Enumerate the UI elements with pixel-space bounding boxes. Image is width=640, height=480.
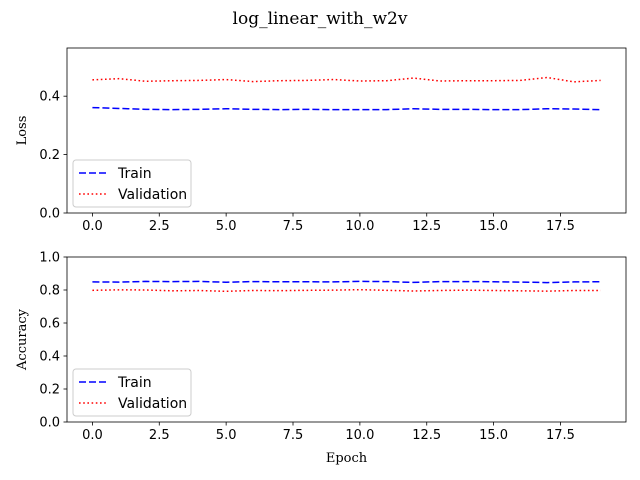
- accuracy-y-tick-label: 0.6: [39, 317, 60, 332]
- accuracy-x-axis-title: Epoch: [326, 451, 368, 466]
- loss-x-tick-label: 7.5: [283, 219, 304, 234]
- loss-x-tick-label: 15.0: [479, 219, 508, 234]
- accuracy-x-tick-label: 5.0: [216, 428, 237, 443]
- loss-y-tick-label: 0.2: [39, 148, 60, 163]
- loss-y-axis-title: Loss: [15, 116, 30, 146]
- loss-series-train-line: [92, 106, 601, 111]
- loss-x-tick-label: 10.0: [345, 219, 374, 234]
- accuracy-chart: 0.0 2.5 5.0 7.5 10.0 12.5 15.0 17.5 0.0 0.2 0.4 0.6…: [15, 251, 627, 466]
- accuracy-legend-box: [72, 368, 192, 417]
- loss-axes-frame: [66, 47, 627, 214]
- accuracy-y-tick-label: 1.0: [39, 251, 60, 266]
- accuracy-y-tick-label: 0.2: [39, 383, 60, 398]
- figure-title: log_linear_with_w2v: [233, 9, 408, 29]
- accuracy-legend-label-train: Train: [117, 375, 152, 391]
- loss-x-tick-label: 5.0: [216, 219, 237, 234]
- loss-x-tick-label: 17.5: [546, 219, 575, 234]
- loss-legend-label-validation: Validation: [118, 187, 187, 203]
- accuracy-x-tick-label: 10.0: [345, 428, 374, 443]
- accuracy-x-tick-label: 15.0: [479, 428, 508, 443]
- accuracy-x-tick-label: 0.0: [82, 428, 103, 443]
- loss-x-tick-label: 2.5: [149, 219, 170, 234]
- loss-x-tick-label: 12.5: [412, 219, 441, 234]
- loss-legend-label-train: Train: [117, 166, 152, 182]
- accuracy-y-tick-label: 0.0: [39, 416, 60, 431]
- loss-y-tick-label: 0.0: [39, 207, 60, 222]
- loss-legend-box: [72, 159, 192, 208]
- loss-y-tick-label: 0.4: [39, 90, 60, 105]
- accuracy-x-tick-label: 7.5: [283, 428, 304, 443]
- accuracy-legend: Train Validation: [72, 368, 192, 417]
- accuracy-series-train-line: [92, 280, 601, 284]
- accuracy-y-tick-label: 0.4: [39, 350, 60, 365]
- accuracy-x-tick-label: 12.5: [412, 428, 441, 443]
- loss-legend: Train Validation: [72, 159, 192, 208]
- accuracy-y-axis-title: Accuracy: [15, 308, 30, 371]
- loss-chart: 0.0 2.5 5.0 7.5 10.0 12.5 15.0 17.5 0.0 0.2 0.4 Los…: [15, 47, 627, 234]
- accuracy-y-tick-label: 0.8: [39, 284, 60, 299]
- accuracy-x-tick-label: 17.5: [546, 428, 575, 443]
- accuracy-series-validation-line: [92, 288, 601, 293]
- loss-x-tick-label: 0.0: [82, 219, 103, 234]
- loss-series-validation-line: [92, 76, 601, 83]
- accuracy-axes-frame: [66, 256, 627, 423]
- accuracy-x-tick-label: 2.5: [149, 428, 170, 443]
- accuracy-legend-label-validation: Validation: [118, 396, 187, 412]
